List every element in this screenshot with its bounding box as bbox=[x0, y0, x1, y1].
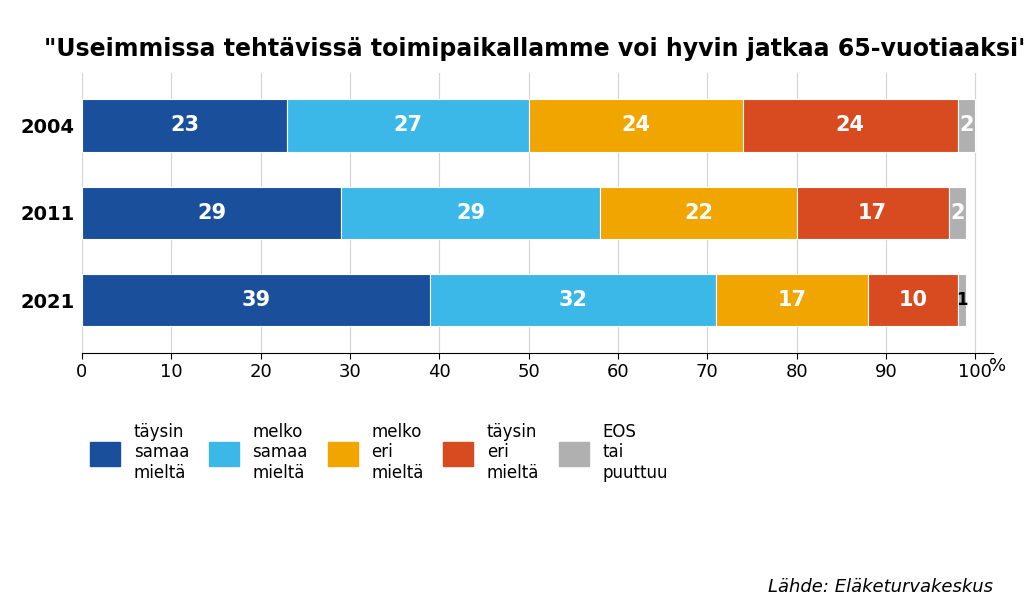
Bar bbox=[600, 187, 797, 239]
Bar bbox=[717, 274, 868, 326]
Bar bbox=[82, 99, 288, 151]
Bar bbox=[341, 187, 600, 239]
Text: 2: 2 bbox=[959, 116, 974, 136]
Text: Lähde: Eläketurvakeskus: Lähde: Eläketurvakeskus bbox=[768, 578, 993, 596]
Text: 2: 2 bbox=[950, 203, 965, 223]
Text: 39: 39 bbox=[242, 290, 270, 310]
Bar bbox=[743, 99, 957, 151]
Text: 32: 32 bbox=[559, 290, 588, 310]
Text: 1: 1 bbox=[956, 291, 968, 309]
Title: "Useimmissa tehtävissä toimipaikallamme voi hyvin jatkaa 65-vuotiaaksi": "Useimmissa tehtävissä toimipaikallamme … bbox=[44, 37, 1024, 61]
Bar bbox=[288, 99, 528, 151]
Text: 29: 29 bbox=[197, 203, 226, 223]
Bar bbox=[948, 187, 967, 239]
Text: %: % bbox=[989, 357, 1006, 375]
Text: 24: 24 bbox=[622, 116, 650, 136]
Text: 17: 17 bbox=[858, 203, 887, 223]
Text: 10: 10 bbox=[898, 290, 928, 310]
Text: 23: 23 bbox=[170, 116, 200, 136]
Bar bbox=[82, 274, 430, 326]
Bar bbox=[528, 99, 743, 151]
Text: 27: 27 bbox=[393, 116, 423, 136]
Text: 17: 17 bbox=[778, 290, 807, 310]
Bar bbox=[430, 274, 717, 326]
Text: 22: 22 bbox=[684, 203, 713, 223]
Bar bbox=[868, 274, 957, 326]
Bar bbox=[957, 99, 976, 151]
Bar bbox=[797, 187, 948, 239]
Legend: täysin
samaa
mieltä, melko
samaa
mieltä, melko
eri
mieltä, täysin
eri
mieltä, EO: täysin samaa mieltä, melko samaa mieltä,… bbox=[90, 423, 668, 482]
Bar bbox=[82, 187, 341, 239]
Text: 24: 24 bbox=[836, 116, 865, 136]
Text: 29: 29 bbox=[456, 203, 485, 223]
Bar bbox=[957, 274, 967, 326]
